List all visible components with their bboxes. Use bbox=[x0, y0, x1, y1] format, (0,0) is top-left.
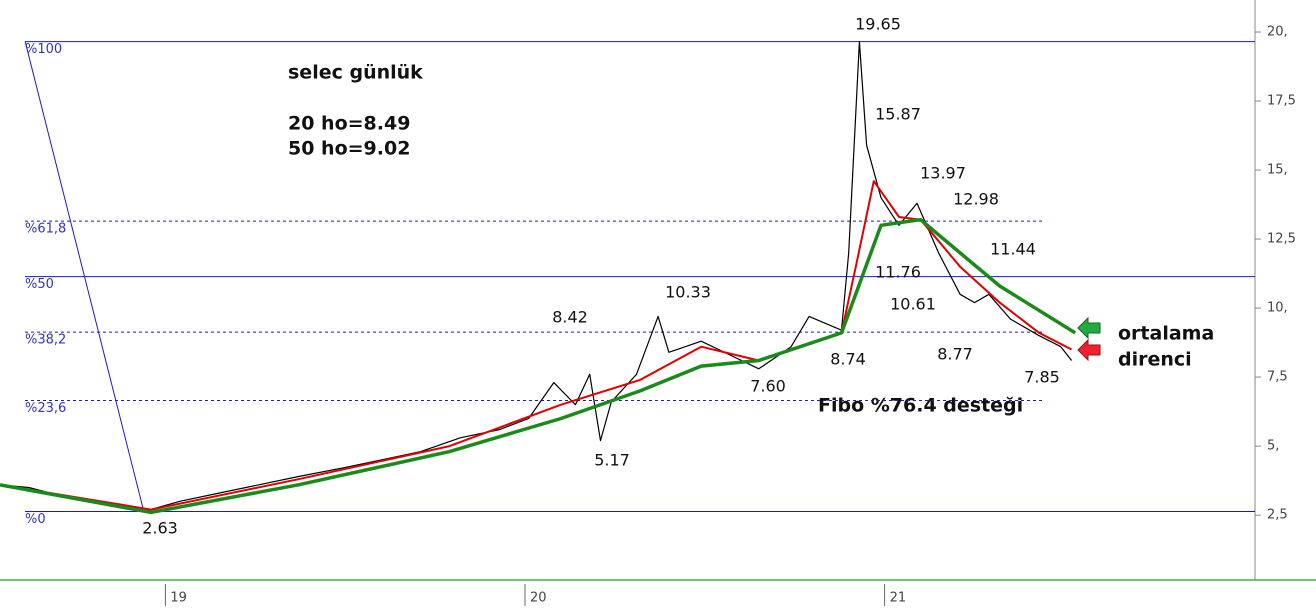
price-label: 8.77 bbox=[937, 345, 973, 364]
fib-label: %50 bbox=[25, 277, 54, 292]
red-arrow bbox=[1077, 338, 1101, 362]
green-arrow bbox=[1077, 316, 1101, 340]
price-label: 13.97 bbox=[920, 164, 966, 183]
fib-label: %23,6 bbox=[25, 401, 66, 416]
series-line bbox=[0, 180, 1073, 511]
fib-label: %100 bbox=[25, 42, 62, 57]
price-label: 15.87 bbox=[875, 105, 921, 124]
y-tick-label: 17,5 bbox=[1267, 94, 1296, 109]
x-tick-label: 21 bbox=[890, 591, 907, 606]
fib-label: %0 bbox=[25, 512, 46, 527]
support-label: Fibo %76.4 desteği bbox=[818, 395, 1023, 417]
y-tick-label: 7,5 bbox=[1267, 370, 1288, 385]
note: 20 ho=8.49 bbox=[288, 113, 410, 135]
price-label: 11.44 bbox=[990, 240, 1036, 259]
price-label: 7.85 bbox=[1024, 368, 1060, 387]
price-label: 11.76 bbox=[875, 263, 921, 282]
price-label: 8.74 bbox=[830, 350, 866, 369]
y-tick-label: 10, bbox=[1267, 301, 1288, 316]
note: 50 ho=9.02 bbox=[288, 138, 410, 160]
y-tick-label: 15, bbox=[1267, 163, 1288, 178]
price-label: 5.17 bbox=[594, 451, 630, 470]
resistance-label: direnci bbox=[1118, 349, 1192, 371]
x-tick-label: 20 bbox=[530, 591, 547, 606]
chart-title: selec günlük bbox=[288, 62, 423, 84]
y-tick-label: 12,5 bbox=[1267, 232, 1296, 247]
fib-label: %61,8 bbox=[25, 222, 66, 237]
x-tick-label: 19 bbox=[170, 591, 187, 606]
y-tick-label: 5, bbox=[1267, 439, 1279, 454]
price-label: 12.98 bbox=[953, 190, 999, 209]
price-label: 7.60 bbox=[750, 377, 786, 396]
price-label: 2.63 bbox=[142, 519, 178, 538]
price-label: 8.42 bbox=[552, 308, 588, 327]
fib-label: %38,2 bbox=[25, 333, 66, 348]
series-line bbox=[0, 217, 1077, 515]
series-line bbox=[0, 41, 1073, 513]
y-tick-label: 20, bbox=[1267, 25, 1288, 40]
price-label: 10.61 bbox=[890, 295, 936, 314]
price-label: 19.65 bbox=[855, 15, 901, 34]
price-label: 10.33 bbox=[665, 283, 711, 302]
y-tick-label: 2,5 bbox=[1267, 508, 1288, 523]
resistance-label: ortalama bbox=[1118, 323, 1214, 345]
trend-line bbox=[24, 41, 145, 512]
